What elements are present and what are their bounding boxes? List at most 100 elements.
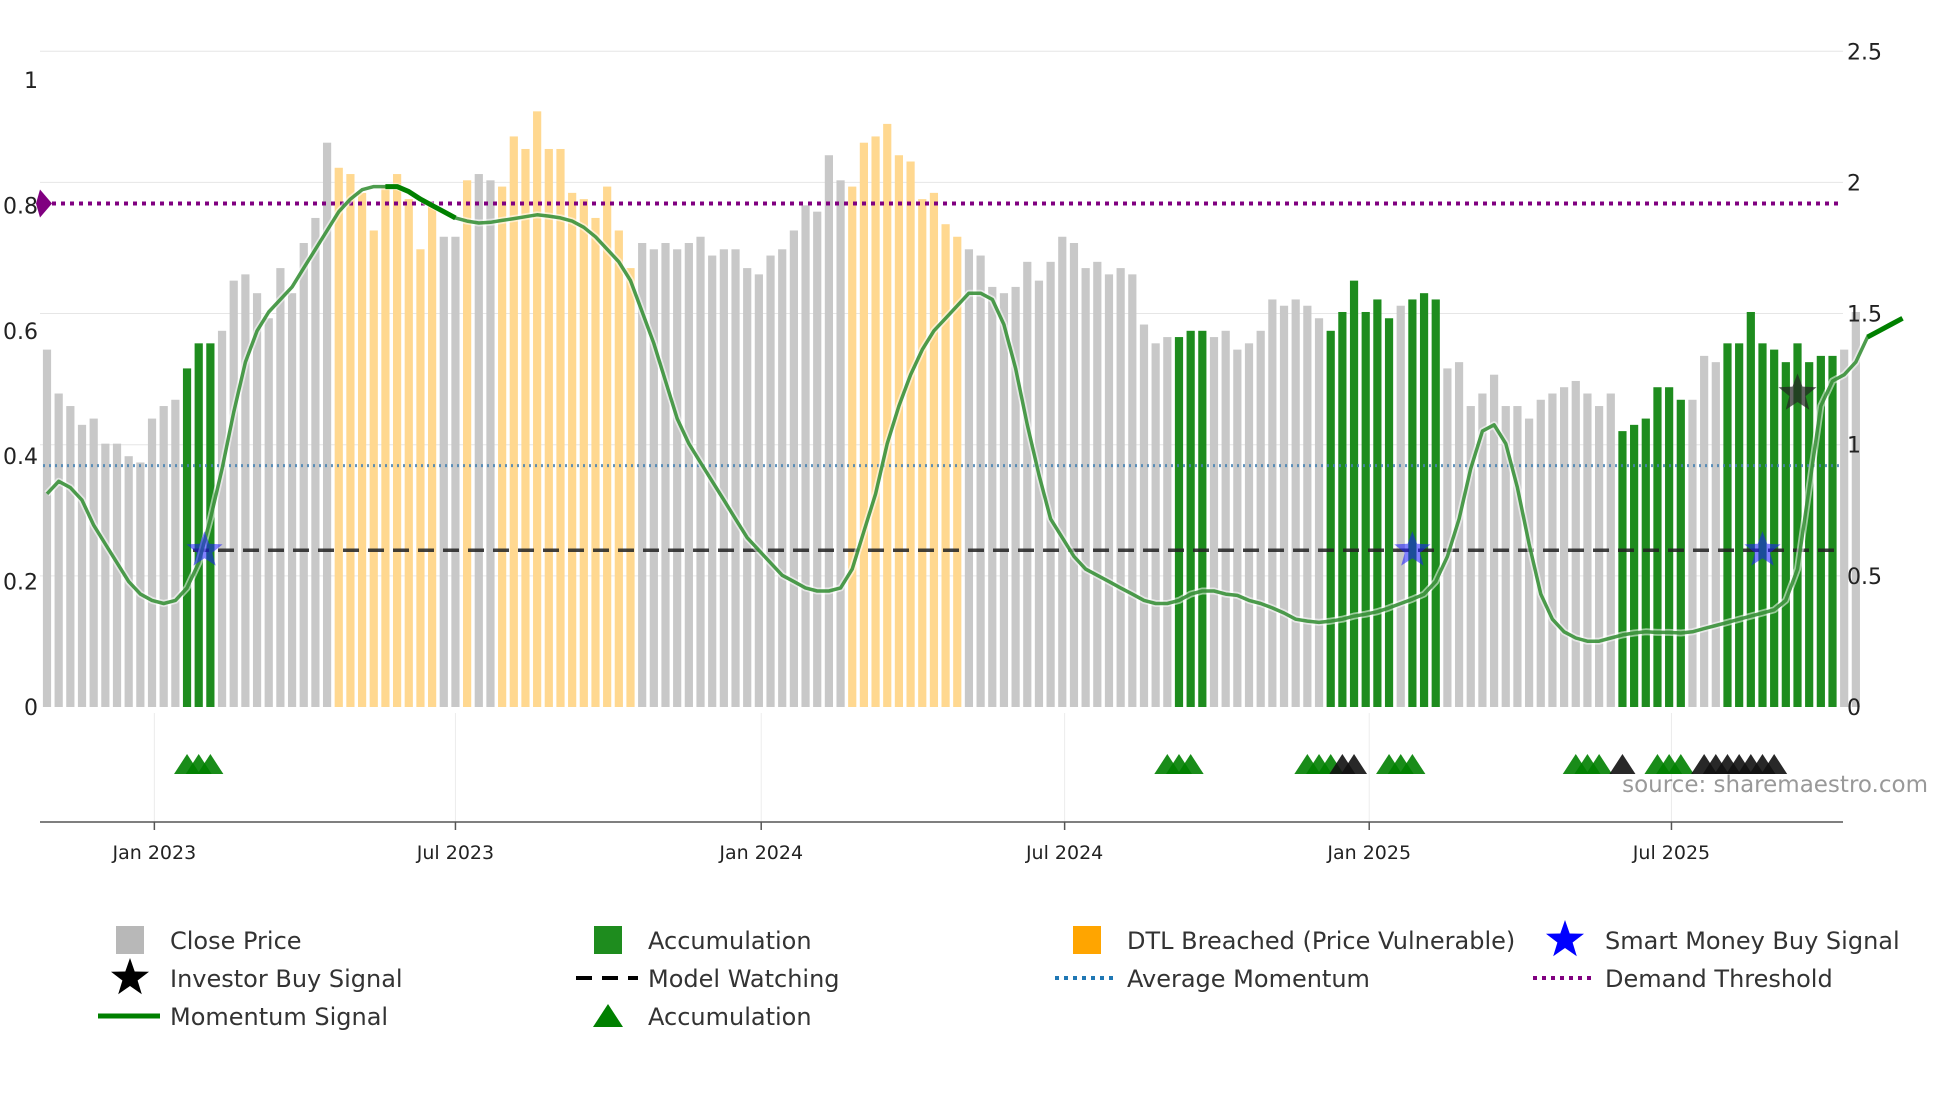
dtl-bar (381, 186, 390, 708)
close-price-bar (1571, 380, 1580, 707)
close-price-bar (252, 293, 262, 707)
close-price-bar (1700, 355, 1709, 707)
smart-money-buy-star (186, 531, 223, 566)
legend-triangle (593, 1004, 623, 1027)
accumulation-bar (1781, 362, 1790, 707)
close-price-bar (976, 255, 985, 707)
close-price-bar (136, 462, 145, 707)
dtl-bar (614, 230, 623, 708)
close-price-bar (1104, 274, 1114, 707)
close-price-bar (159, 406, 168, 707)
dtl-bar (369, 230, 378, 708)
legend-label: Close Price (170, 927, 302, 955)
legend-square (1073, 926, 1101, 954)
demand-threshold-marker (36, 189, 52, 218)
legend-item: Accumulation (593, 1003, 812, 1031)
left-tick-label: 0.8 (3, 194, 38, 219)
close-price-bar (486, 180, 495, 707)
accumulation-bar (182, 368, 192, 707)
close-price-bar (287, 293, 297, 707)
axes: Jan 2023 Jul 2023 Jan 2024 Jul 2024 Jan 2025… (3, 40, 1882, 864)
dtl-bar (463, 180, 472, 707)
close-price-bar (1583, 393, 1592, 707)
close-price-bar (1034, 280, 1044, 707)
legend-label: Demand Threshold (1605, 965, 1833, 993)
close-price-bar (322, 142, 332, 707)
legend-label: Smart Money Buy Signal (1605, 927, 1900, 955)
x-tick-label: Jan 2025 (1326, 842, 1411, 864)
close-price-bar (1840, 349, 1849, 707)
close-price-bar (824, 155, 833, 708)
close-price-bar (719, 249, 728, 708)
x-tick-label: Jul 2025 (1632, 842, 1710, 864)
close-price-bar (1046, 261, 1055, 707)
close-price-bar (778, 249, 787, 708)
accumulation-bar (1361, 311, 1370, 707)
legend-star (1546, 920, 1584, 957)
signal-markers (186, 373, 1817, 566)
accumulation-bar (194, 343, 203, 707)
close-price-bar (684, 243, 693, 707)
accumulation-bar (1828, 355, 1837, 707)
legend-item: Smart Money Buy Signal (1546, 920, 1900, 957)
source-label: source: sharemaestro.com (1622, 772, 1928, 798)
close-price-bar (217, 330, 227, 707)
accumulation-panel (174, 754, 1788, 774)
momentum-signal-line (45, 184, 1904, 643)
accumulation-bar (1174, 337, 1184, 707)
close-price-bar (649, 249, 658, 708)
close-price-bar (54, 393, 63, 707)
close-price-bar (311, 217, 320, 707)
price-bars (42, 111, 1860, 708)
left-tick-label: 0.2 (3, 571, 38, 596)
close-price-bar (1221, 330, 1230, 707)
legend-star (111, 958, 149, 995)
dtl-bar (591, 217, 600, 707)
close-price-bar (276, 268, 285, 707)
dtl-bar (416, 249, 425, 708)
left-tick-label: 0.6 (3, 320, 38, 345)
close-price-bar (1536, 399, 1545, 707)
close-price-bar (101, 443, 110, 707)
accumulation-triangle (1341, 754, 1368, 774)
close-price-bar (661, 243, 670, 707)
accumulation-bar (1653, 387, 1662, 707)
accumulation-bar (1349, 280, 1359, 707)
accumulation-bar (1618, 431, 1627, 707)
close-price-bar (988, 286, 997, 707)
legend-label: Model Watching (648, 965, 840, 993)
accumulation-bar (1431, 299, 1440, 707)
close-price-bar (229, 280, 238, 707)
close-price-bar (1279, 305, 1289, 707)
legend-item: Accumulation (594, 926, 812, 955)
momentum-strong-segment (385, 184, 457, 221)
legend-item: Average Momentum (1055, 965, 1370, 993)
close-price-bar (112, 443, 122, 707)
left-tick-label: 0.4 (3, 445, 38, 470)
legend-label: Accumulation (648, 927, 812, 955)
close-price-bar (1081, 268, 1090, 707)
close-price-bar (1303, 305, 1312, 707)
close-price-bar (696, 236, 705, 707)
close-price-bar (836, 180, 845, 707)
legend-label: Momentum Signal (170, 1003, 388, 1031)
accumulation-bar (1805, 362, 1814, 707)
dtl-bar (579, 199, 588, 707)
dtl-bar (894, 155, 904, 708)
close-price-bar (1688, 399, 1697, 707)
accumulation-bar (1373, 299, 1382, 707)
legend-label: Average Momentum (1127, 965, 1370, 993)
close-price-bar (241, 274, 250, 707)
accumulation-bar (1198, 330, 1207, 707)
accumulation-triangle (1586, 754, 1613, 774)
close-price-bar (1069, 243, 1079, 707)
legend-item: DTL Breached (Price Vulnerable) (1073, 926, 1515, 955)
accumulation-bar (1186, 330, 1195, 707)
close-price-bar (766, 255, 775, 707)
right-tick-label: 0 (1847, 696, 1861, 721)
legend-item: Investor Buy Signal (111, 958, 403, 995)
dtl-bar (883, 123, 892, 707)
close-price-bar (1291, 299, 1300, 707)
close-price-bar (1256, 330, 1265, 707)
